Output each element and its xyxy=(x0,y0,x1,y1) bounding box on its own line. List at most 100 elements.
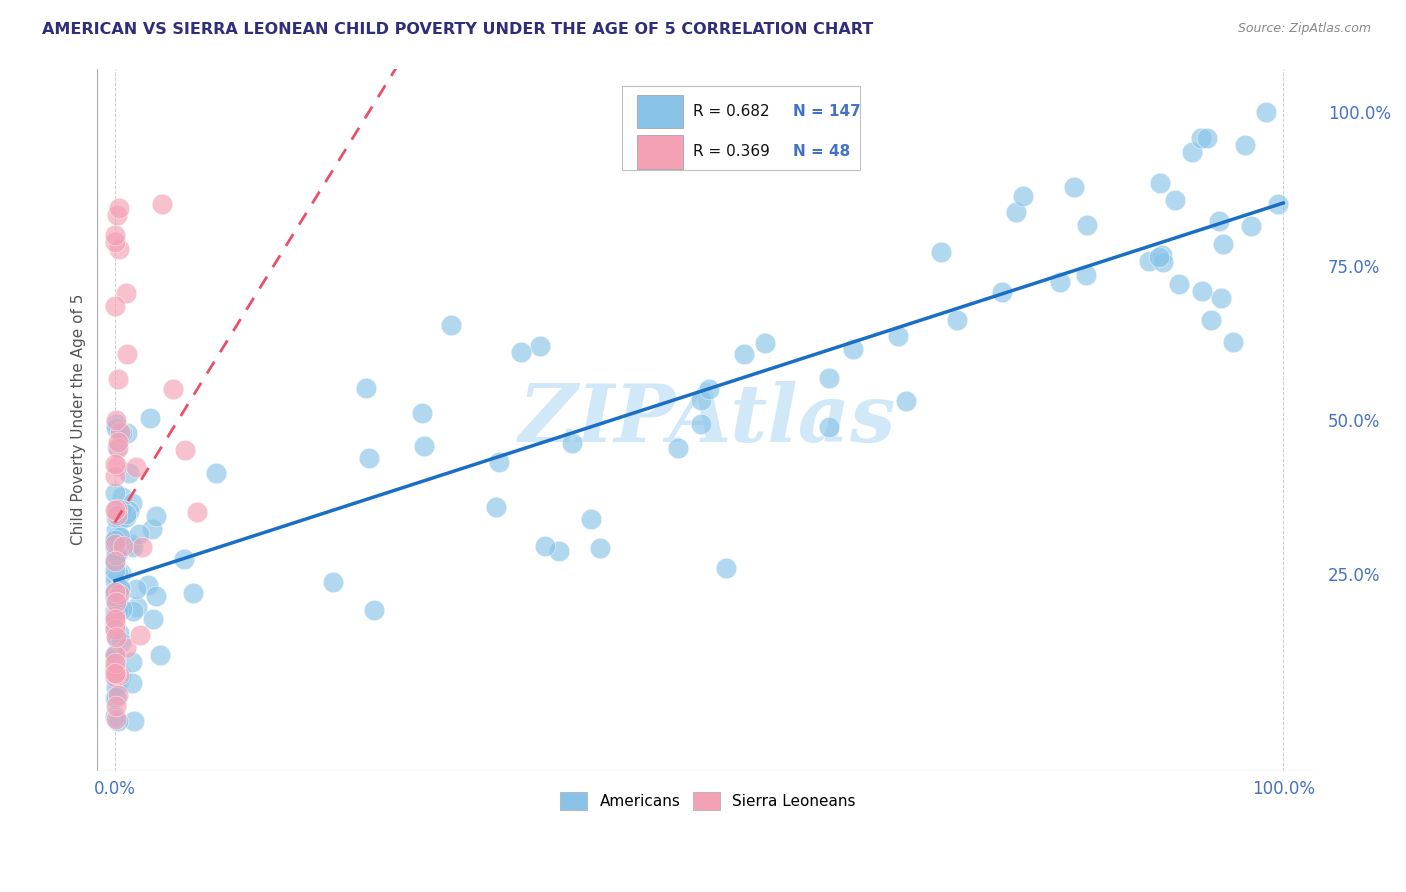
Point xyxy=(818,371,841,385)
Point xyxy=(104,550,127,565)
Point xyxy=(322,574,344,589)
Point xyxy=(357,450,380,465)
Point xyxy=(115,426,138,441)
Bar xyxy=(637,135,683,169)
Point xyxy=(186,505,208,519)
Point xyxy=(105,440,128,454)
Point xyxy=(141,522,163,536)
Point xyxy=(1076,218,1098,232)
Point xyxy=(104,630,127,644)
Point xyxy=(105,699,128,714)
Point xyxy=(105,208,128,222)
Point xyxy=(104,554,127,568)
Point xyxy=(104,574,127,588)
Point xyxy=(108,531,131,545)
Point xyxy=(107,201,129,215)
Point xyxy=(104,648,127,662)
Point xyxy=(107,688,129,702)
Point xyxy=(105,548,128,562)
Point xyxy=(107,591,129,605)
Point xyxy=(117,347,139,361)
Point xyxy=(105,508,128,523)
Bar xyxy=(637,95,683,128)
Point xyxy=(104,652,127,666)
Point xyxy=(110,566,132,581)
Point xyxy=(104,469,127,483)
Point xyxy=(105,538,128,552)
Point xyxy=(131,540,153,554)
Point xyxy=(411,406,433,420)
Point xyxy=(1234,137,1257,152)
Text: AMERICAN VS SIERRA LEONEAN CHILD POVERTY UNDER THE AGE OF 5 CORRELATION CHART: AMERICAN VS SIERRA LEONEAN CHILD POVERTY… xyxy=(42,22,873,37)
Point xyxy=(1164,193,1187,207)
Point xyxy=(104,612,127,626)
Point xyxy=(105,530,128,544)
Point xyxy=(108,513,131,527)
Point xyxy=(162,382,184,396)
Point xyxy=(104,585,127,599)
Point xyxy=(1197,131,1219,145)
Point xyxy=(128,628,150,642)
Point xyxy=(121,675,143,690)
Point xyxy=(104,648,127,662)
Point xyxy=(104,670,127,684)
Point xyxy=(118,504,141,518)
Point xyxy=(107,434,129,449)
Point xyxy=(104,563,127,577)
Point xyxy=(690,417,713,431)
Point xyxy=(104,613,127,627)
Point xyxy=(485,500,508,515)
Point xyxy=(121,496,143,510)
Point xyxy=(110,634,132,648)
Point xyxy=(110,582,132,596)
Point xyxy=(111,502,134,516)
Point xyxy=(104,555,127,569)
Point xyxy=(104,595,127,609)
Point xyxy=(104,623,127,637)
Point xyxy=(1149,176,1171,190)
Point xyxy=(104,421,127,435)
Point xyxy=(115,507,138,521)
Point xyxy=(104,666,127,681)
Point xyxy=(104,533,127,547)
Point xyxy=(690,393,713,408)
Point xyxy=(1076,268,1098,282)
Point xyxy=(104,541,127,556)
Point xyxy=(173,552,195,566)
Point xyxy=(894,394,917,409)
Point xyxy=(104,228,127,243)
Legend: Americans, Sierra Leoneans: Americans, Sierra Leoneans xyxy=(554,786,862,815)
Point xyxy=(105,591,128,605)
Point xyxy=(104,609,127,624)
Point xyxy=(1209,291,1232,305)
Point xyxy=(110,532,132,546)
Point xyxy=(104,660,127,674)
Point xyxy=(125,582,148,597)
Point xyxy=(122,714,145,729)
Point xyxy=(697,382,720,396)
Point xyxy=(1011,189,1033,203)
Point xyxy=(117,466,139,480)
Point xyxy=(946,313,969,327)
Point xyxy=(1147,250,1170,264)
Point xyxy=(104,486,127,500)
Point xyxy=(818,420,841,434)
Point xyxy=(363,602,385,616)
Point xyxy=(104,604,127,618)
Text: N = 48: N = 48 xyxy=(793,145,851,160)
Point xyxy=(509,345,531,359)
Point xyxy=(1208,214,1230,228)
Point xyxy=(150,197,173,211)
Point xyxy=(104,591,127,605)
Point xyxy=(110,490,132,504)
Point xyxy=(115,640,138,655)
Point xyxy=(115,285,138,300)
Point xyxy=(128,527,150,541)
Point xyxy=(110,425,132,440)
Bar xyxy=(623,86,860,170)
Point xyxy=(1152,254,1174,268)
Point xyxy=(534,539,557,553)
Point xyxy=(104,568,127,582)
Point xyxy=(547,544,569,558)
Point xyxy=(1240,219,1263,233)
